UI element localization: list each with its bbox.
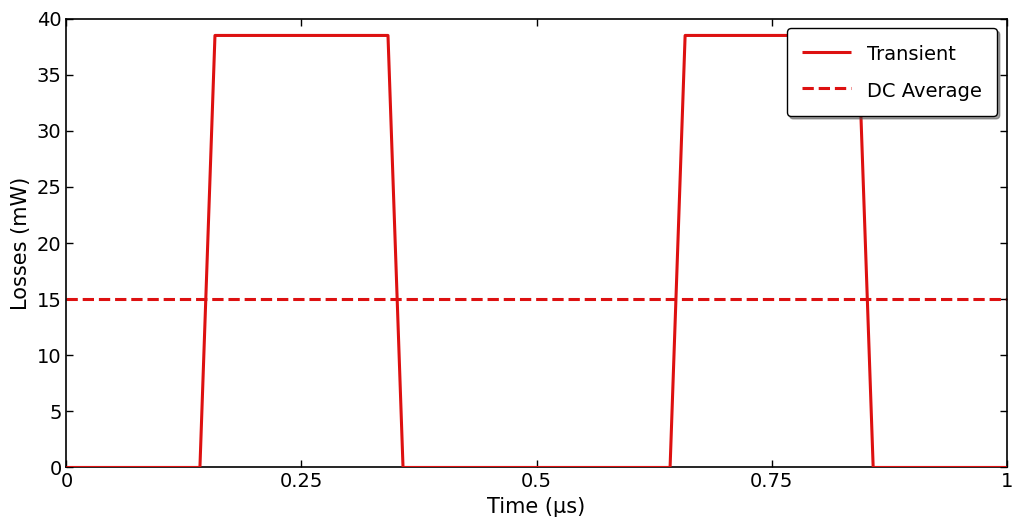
Transient xyxy=(397,464,410,470)
Transient xyxy=(1000,464,1013,470)
Transient xyxy=(867,464,880,470)
Transient xyxy=(209,32,221,39)
Transient xyxy=(60,464,73,470)
Legend: Transient, DC Average: Transient, DC Average xyxy=(786,29,997,116)
X-axis label: Time (μs): Time (μs) xyxy=(487,497,586,517)
Transient xyxy=(382,32,394,39)
Transient xyxy=(664,464,676,470)
Line: Transient: Transient xyxy=(67,35,1007,467)
Transient xyxy=(852,32,864,39)
Y-axis label: Losses (mW): Losses (mW) xyxy=(11,176,31,309)
Transient xyxy=(194,464,206,470)
Transient xyxy=(679,32,691,39)
